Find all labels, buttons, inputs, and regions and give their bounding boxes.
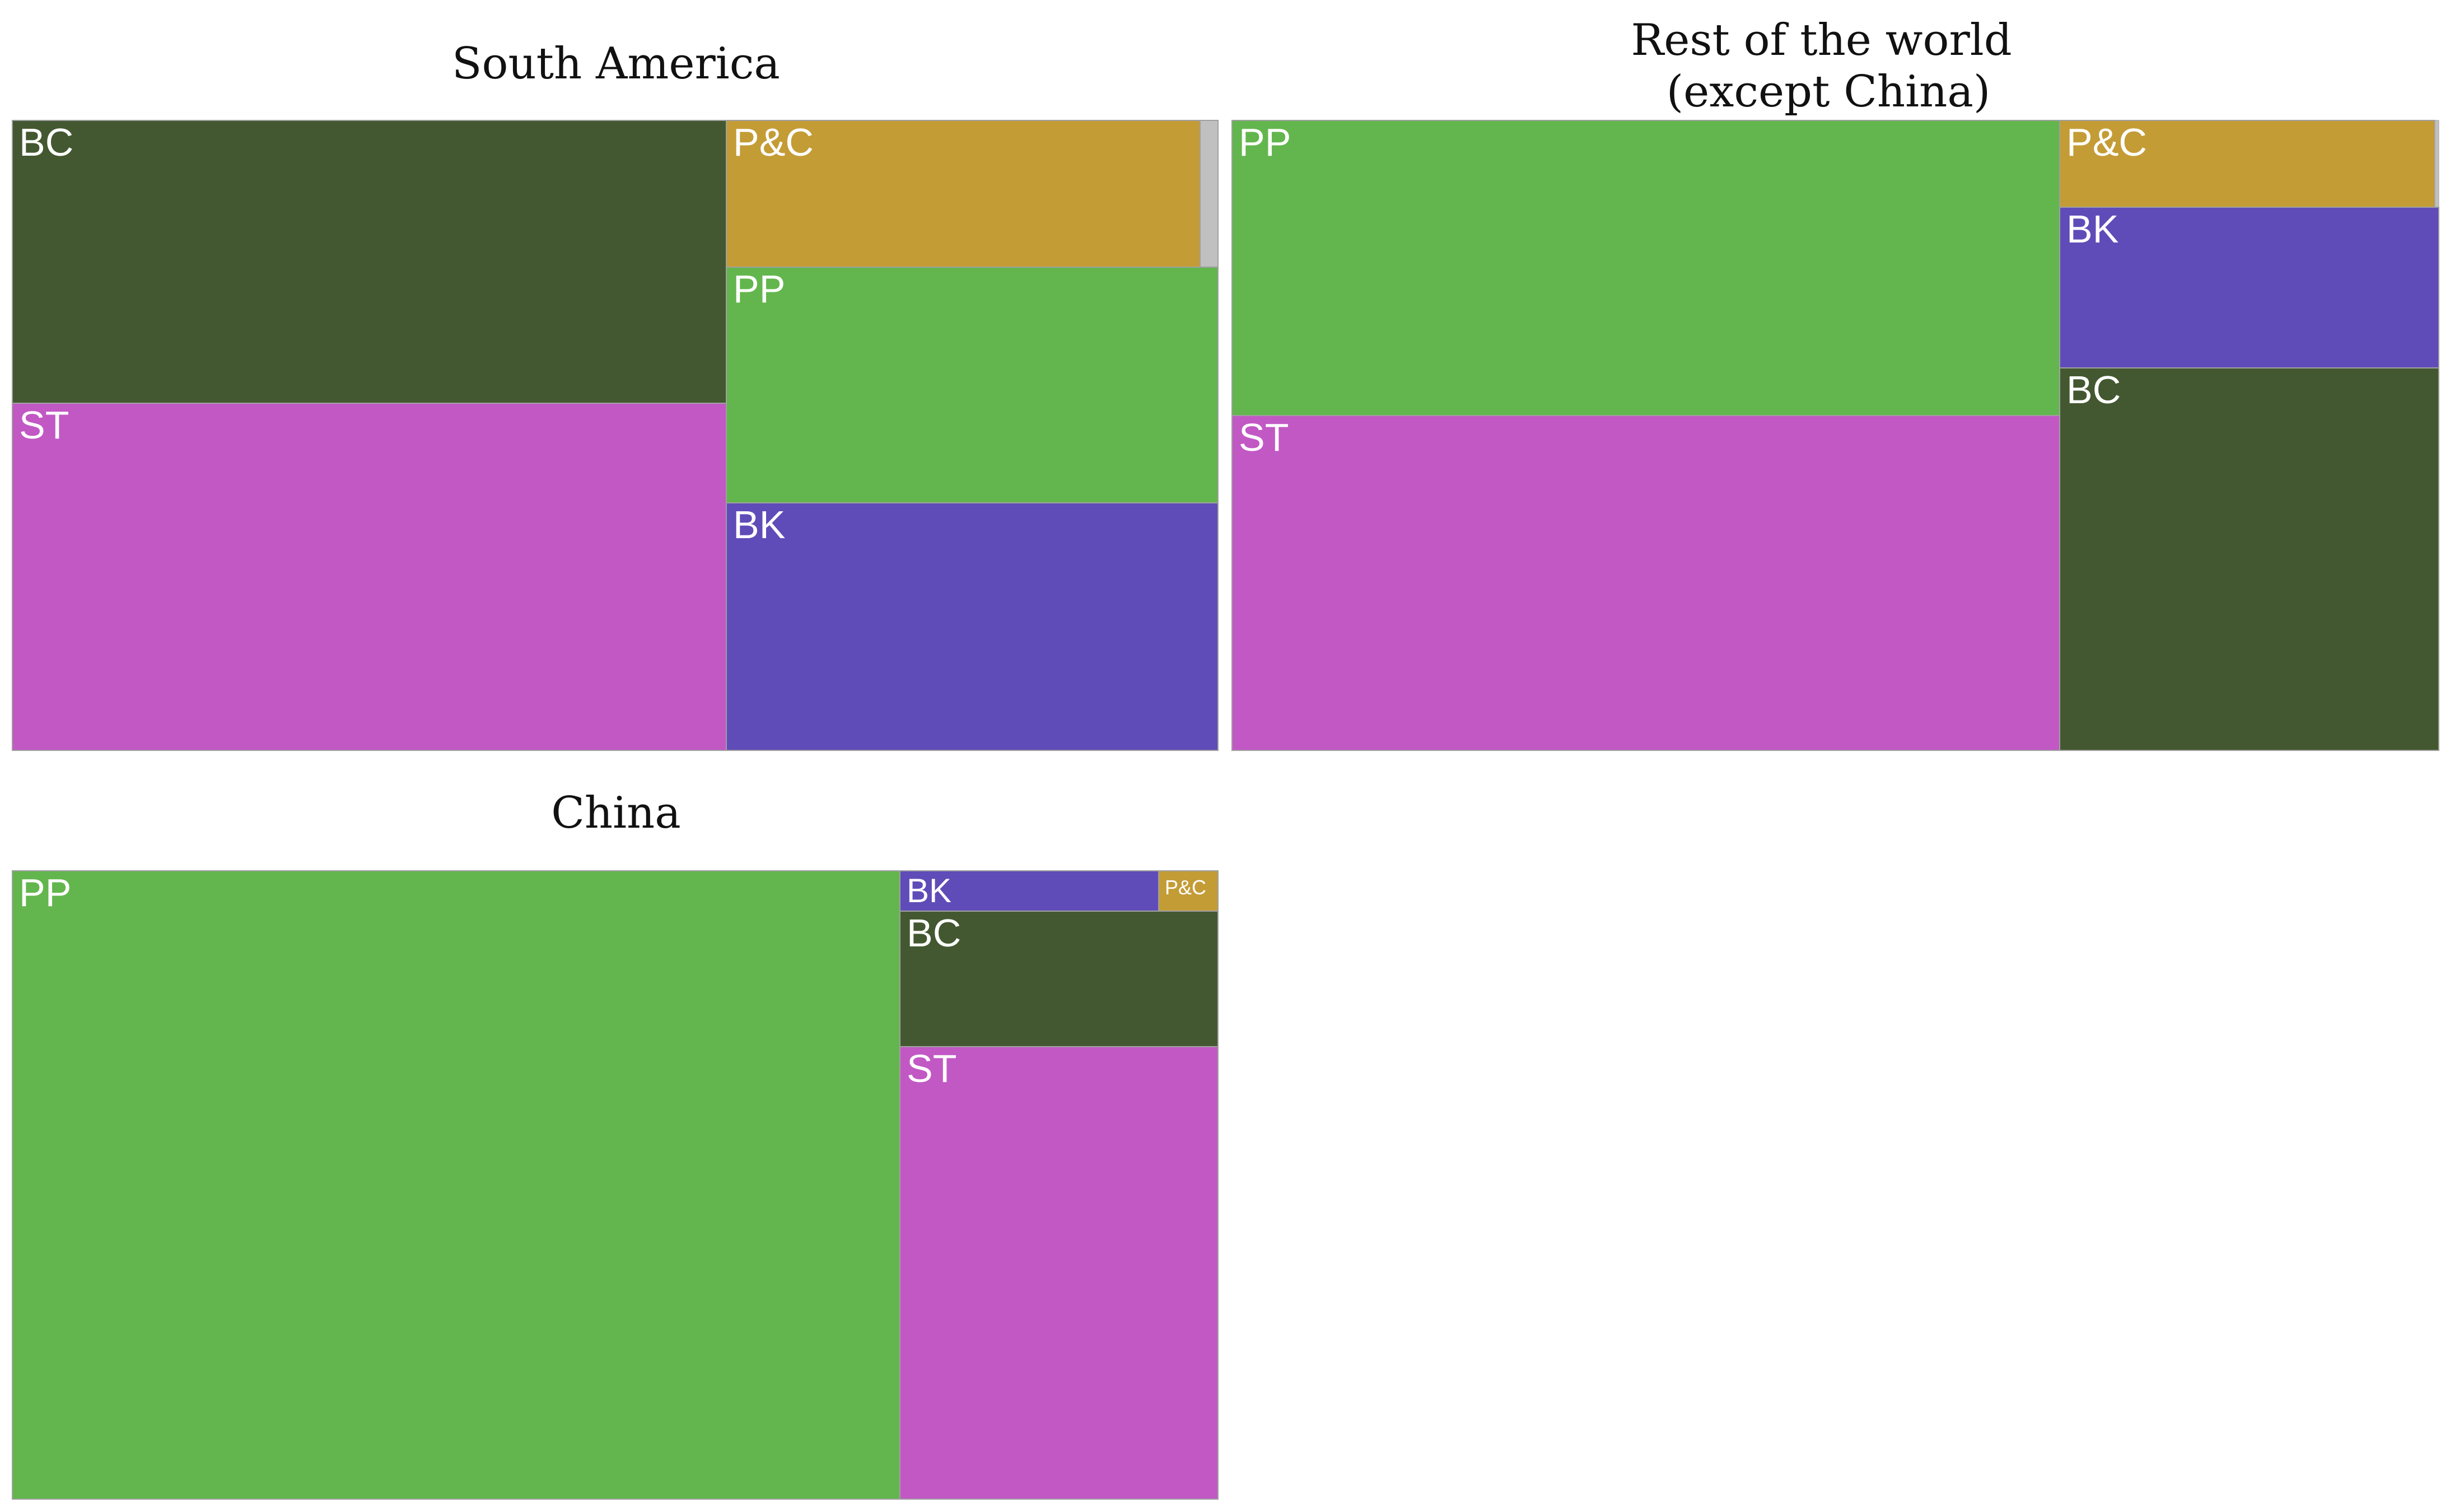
- tile-label-bc: BC: [907, 911, 961, 955]
- tile-other: [2434, 120, 2439, 208]
- tile-label-pp: PP: [1239, 120, 1291, 164]
- tile-label-st: ST: [907, 1047, 956, 1090]
- tile-bk: [726, 502, 1219, 751]
- tile-st: [12, 403, 727, 751]
- tile-pp: [12, 870, 900, 1500]
- tile-p-and-c: [726, 120, 1201, 268]
- tile-label-pp: PP: [19, 871, 71, 914]
- tile-pp: [1231, 120, 2060, 416]
- tile-bc: [2059, 367, 2439, 751]
- chart-title-rest-of-world-line-2: (except China): [1667, 67, 1991, 117]
- tile-label-bk: BK: [2066, 207, 2118, 251]
- tile-label-st: ST: [1239, 416, 1289, 459]
- tile-other: [1200, 120, 1219, 268]
- chart-title-rest-of-world-line-1: Rest of the world: [1631, 15, 2012, 66]
- chart-title-china: China: [551, 788, 681, 838]
- treemap-china: China PP BK P&C BC ST: [12, 788, 1219, 1500]
- treemap-rest-of-world: Rest of the world (except China) PP ST P…: [1231, 15, 2439, 751]
- tile-label-bc: BC: [19, 120, 73, 164]
- chart-title-rest-of-world: Rest of the world (except China): [1631, 15, 2026, 117]
- tile-label-bk: BK: [907, 872, 951, 909]
- tile-label-bk: BK: [733, 503, 785, 547]
- tile-label-st: ST: [19, 403, 69, 447]
- tile-label-p-and-c: P&C: [1165, 876, 1206, 899]
- tile-st: [899, 1046, 1219, 1500]
- tile-label-p-and-c: P&C: [2066, 120, 2147, 164]
- tile-bc: [899, 911, 1219, 1047]
- tile-pp: [726, 267, 1219, 503]
- tile-label-p-and-c: P&C: [733, 120, 814, 164]
- tile-st: [1231, 415, 2060, 751]
- tile-label-bc: BC: [2066, 368, 2121, 412]
- chart-title-south-america: South America: [452, 39, 780, 89]
- tile-bc: [12, 120, 727, 404]
- tile-label-pp: PP: [733, 267, 785, 311]
- treemap-south-america: South America BC ST P&C PP BK: [12, 39, 1219, 751]
